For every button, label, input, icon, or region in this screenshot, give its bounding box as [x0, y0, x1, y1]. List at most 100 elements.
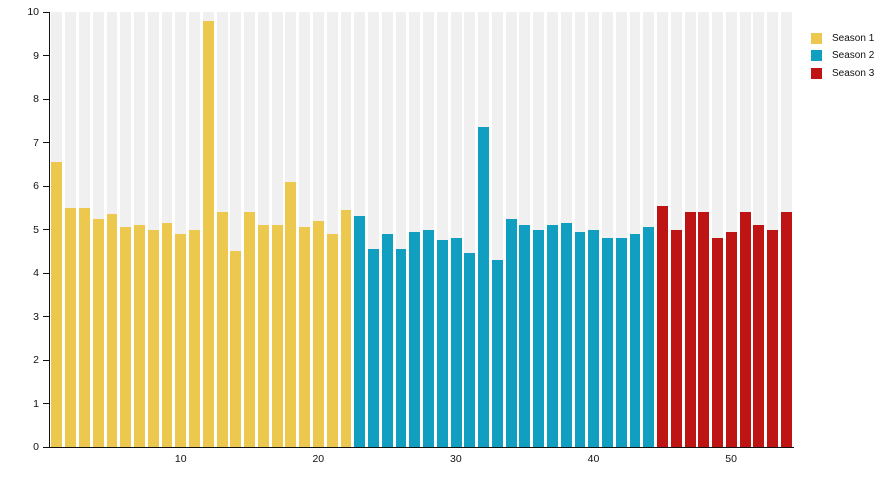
- bar-episode-41: [602, 238, 613, 447]
- bar-episode-10: [175, 233, 187, 447]
- bar-slot-32: [478, 12, 490, 447]
- bar-background-33: [491, 12, 503, 447]
- bar-background-27: [409, 12, 421, 447]
- bar-slot-21: [326, 12, 338, 447]
- bar-episode-21: [326, 233, 338, 447]
- bar-slot-38: [560, 12, 572, 447]
- bar-slot-36: [533, 12, 545, 447]
- bar-episode-22: [340, 209, 352, 447]
- bar-slot-26: [395, 12, 407, 447]
- bar-slot-39: [574, 12, 586, 447]
- bar-episode-23: [354, 216, 366, 447]
- bar-background-49: [712, 12, 724, 447]
- y-tick-mark-8: [43, 98, 50, 100]
- bar-episode-3: [78, 207, 90, 447]
- bar-episode-12: [202, 20, 214, 447]
- bar-episode-13: [216, 212, 228, 447]
- bar-slot-4: [92, 12, 104, 447]
- bar-episode-16: [257, 225, 269, 447]
- bar-slot-31: [464, 12, 476, 447]
- bar-episode-49: [712, 238, 724, 447]
- y-tick-label-6: 6: [33, 180, 39, 192]
- bar-episode-30: [450, 238, 462, 447]
- bar-slot-7: [134, 12, 145, 447]
- y-tick-mark-5: [43, 229, 50, 230]
- bar-slot-42: [615, 12, 627, 447]
- bar-background-31: [464, 12, 476, 447]
- bar-episode-44: [643, 227, 655, 447]
- bar-slot-23: [354, 12, 366, 447]
- legend-item-season-1: Season 1: [811, 32, 874, 44]
- bar-episode-52: [753, 225, 765, 447]
- bar-episode-25: [381, 233, 393, 447]
- legend-label-season-3: Season 3: [832, 67, 875, 79]
- bar-slot-40: [588, 12, 600, 447]
- bar-episode-28: [423, 229, 434, 447]
- y-tick-mark-3: [43, 316, 50, 317]
- bar-episode-27: [409, 231, 421, 447]
- bar-slot-11: [189, 12, 200, 447]
- bar-episode-31: [464, 253, 476, 447]
- y-tick-label-2: 2: [33, 354, 39, 366]
- bar-episode-51: [739, 212, 751, 447]
- bar-episode-46: [670, 229, 682, 447]
- x-tick-label-30: 30: [450, 453, 462, 465]
- bar-slot-9: [161, 12, 173, 447]
- bar-slot-41: [602, 12, 613, 447]
- y-axis-line: [49, 12, 50, 448]
- bar-slot-34: [505, 12, 517, 447]
- bar-episode-15: [244, 212, 256, 447]
- legend-swatch-season-1: [811, 32, 822, 44]
- bar-background-24: [368, 12, 379, 447]
- bar-episode-14: [230, 251, 242, 447]
- bar-slot-14: [230, 12, 242, 447]
- bar-episode-50: [725, 231, 737, 447]
- y-tick-label-3: 3: [33, 310, 39, 323]
- bar-slot-50: [725, 12, 737, 447]
- y-tick-mark-6: [43, 185, 50, 187]
- bar-background-50: [725, 12, 737, 447]
- bar-episode-26: [395, 249, 407, 447]
- bar-slot-43: [629, 12, 641, 447]
- y-tick-label-0: 0: [33, 441, 39, 453]
- bar-episode-38: [560, 222, 572, 447]
- bar-episode-53: [767, 229, 779, 447]
- bar-slot-30: [450, 12, 462, 447]
- bar-episode-34: [505, 218, 517, 447]
- legend-item-season-3: Season 3: [811, 67, 874, 79]
- legend-swatch-season-2: [811, 50, 822, 61]
- bar-slot-54: [781, 12, 792, 447]
- bar-episode-40: [588, 229, 600, 447]
- bar-slot-52: [753, 12, 765, 447]
- bar-episode-48: [698, 212, 710, 447]
- bar-slot-13: [216, 12, 228, 447]
- bar-episode-45: [657, 205, 669, 447]
- bar-slot-2: [65, 12, 77, 447]
- legend: Season 1 Season 2 Season 3: [811, 32, 874, 85]
- y-tick-mark-10: [43, 11, 50, 13]
- bar-slot-6: [120, 12, 132, 447]
- bar-slot-49: [712, 12, 724, 447]
- bar-background-14: [230, 12, 242, 447]
- bar-episode-24: [368, 249, 379, 447]
- bar-slot-25: [381, 12, 393, 447]
- bar-episode-32: [478, 127, 490, 447]
- bar-slot-10: [175, 12, 187, 447]
- bar-slot-17: [271, 12, 283, 447]
- bar-episode-7: [134, 225, 145, 447]
- bar-episode-2: [65, 207, 77, 447]
- y-tick-mark-7: [43, 142, 50, 143]
- bar-slot-27: [409, 12, 421, 447]
- bar-episode-20: [312, 220, 324, 447]
- bar-episode-54: [781, 212, 792, 447]
- bar-background-21: [326, 12, 338, 447]
- bar-slot-12: [202, 12, 214, 447]
- bar-slot-20: [312, 12, 324, 447]
- bar-episode-36: [533, 229, 545, 447]
- y-tick-mark-0: [43, 446, 50, 448]
- y-tick-mark-1: [43, 403, 50, 404]
- bar-episode-9: [161, 222, 173, 447]
- bar-slot-8: [147, 12, 159, 447]
- bar-slot-1: [51, 12, 63, 447]
